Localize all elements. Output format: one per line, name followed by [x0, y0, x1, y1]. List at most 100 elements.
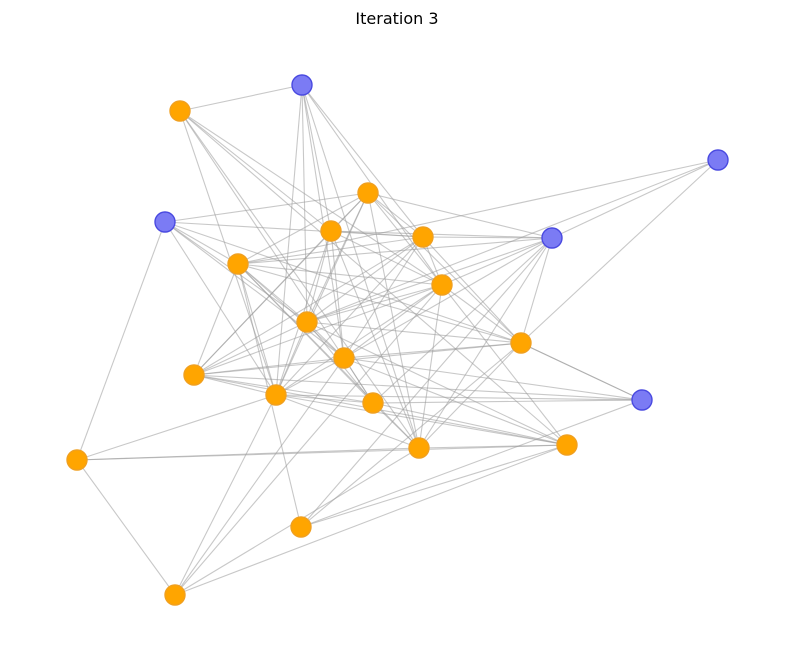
graph-edge	[418, 237, 553, 449]
graph-edge	[174, 357, 345, 596]
graph-node-orange	[296, 311, 318, 333]
graph-edge	[275, 394, 643, 401]
graph-node-blue	[707, 149, 729, 171]
graph-edge	[76, 459, 176, 596]
graph-edge	[275, 394, 420, 449]
graph-edge	[551, 159, 719, 239]
graph-edge	[343, 237, 553, 359]
graph-edge	[441, 237, 553, 286]
graph-node-orange	[412, 226, 434, 248]
graph-edge	[76, 221, 166, 461]
graph-edge	[275, 236, 424, 396]
graph-node-orange	[265, 384, 287, 406]
graph-edge	[237, 263, 443, 286]
graph-edge	[275, 192, 369, 396]
graph-edge	[76, 444, 568, 461]
graph-edge	[76, 394, 277, 461]
graph-edge	[343, 357, 568, 446]
graph-node-orange	[290, 516, 312, 538]
graph-edge	[422, 236, 522, 344]
graph-edge	[306, 237, 553, 323]
graph-edge	[179, 110, 332, 232]
graph-node-orange	[164, 584, 186, 606]
graph-edge	[174, 284, 443, 596]
graph-edge	[441, 284, 522, 344]
graph-node-orange	[169, 100, 191, 122]
graph-edge	[306, 321, 568, 446]
graph-edge	[164, 192, 369, 223]
graph-edge	[237, 263, 420, 449]
graph-node-blue	[154, 211, 176, 233]
graph-node-orange	[66, 449, 88, 471]
graph-node-orange	[362, 392, 384, 414]
graph-node-orange	[408, 437, 430, 459]
graph-edge	[164, 221, 345, 359]
graph-edge	[372, 402, 568, 446]
graph-edge	[306, 236, 424, 323]
graph-edge	[237, 263, 345, 359]
graph-edge	[193, 263, 239, 376]
graph-edge	[275, 84, 303, 396]
graph-edge	[441, 284, 568, 446]
graph-node-orange	[431, 274, 453, 296]
graph-edge	[193, 342, 522, 376]
graph-node-blue	[631, 389, 653, 411]
graph-edge	[343, 284, 443, 359]
graph-edge	[422, 236, 553, 239]
graph-edge	[343, 236, 424, 359]
graph-edge	[237, 159, 719, 265]
graph-node-orange	[357, 182, 379, 204]
graph-edge	[193, 374, 643, 401]
graph-edge	[193, 374, 277, 396]
graph-edge	[275, 284, 443, 396]
graph-edge	[193, 236, 424, 376]
graph-edge	[372, 399, 643, 404]
edge-layer	[76, 84, 719, 596]
graph-edge	[193, 230, 332, 376]
graph-edge	[275, 394, 374, 404]
graph-edge	[193, 321, 308, 376]
graph-edge	[164, 221, 239, 265]
figure-title: Iteration 3	[355, 9, 438, 28]
graph-edge	[193, 357, 345, 376]
graph-edge	[237, 192, 369, 265]
graph-edge	[275, 394, 568, 446]
graph-edge	[372, 402, 420, 449]
graph-edge	[343, 357, 643, 401]
graph-edge	[174, 394, 277, 596]
graph-edge	[520, 237, 553, 344]
graph-edge	[418, 342, 522, 449]
graph-edge	[520, 159, 719, 344]
node-layer	[66, 74, 729, 606]
graph-edge	[179, 110, 277, 396]
graph-node-orange	[556, 434, 578, 456]
graph-edge	[301, 84, 332, 232]
graph-edge	[330, 230, 345, 359]
graph-edge	[275, 357, 345, 396]
graph-edge	[306, 284, 443, 323]
graph-node-orange	[333, 347, 355, 369]
graph-edge	[306, 321, 522, 344]
graph-edge	[300, 444, 568, 528]
graph-edge	[300, 399, 643, 528]
graph-edge	[300, 237, 553, 528]
graph-edge	[301, 84, 424, 238]
graph-edge	[367, 192, 443, 286]
graph-edge	[330, 230, 553, 239]
graph-node-orange	[320, 220, 342, 242]
graph-node-blue	[541, 227, 563, 249]
graph-edge	[372, 237, 553, 404]
graph-edge	[275, 321, 308, 396]
graph-edge	[367, 192, 424, 238]
graph-node-orange	[183, 364, 205, 386]
graph-node-blue	[291, 74, 313, 96]
graph-edge	[179, 110, 420, 449]
graph-edge	[174, 444, 568, 596]
graph-edge	[520, 342, 643, 401]
graph-edge	[301, 84, 345, 359]
graph-edge	[237, 263, 277, 396]
graph-edge	[418, 284, 443, 449]
graph-edge	[164, 221, 522, 344]
graph-edge	[300, 342, 522, 528]
